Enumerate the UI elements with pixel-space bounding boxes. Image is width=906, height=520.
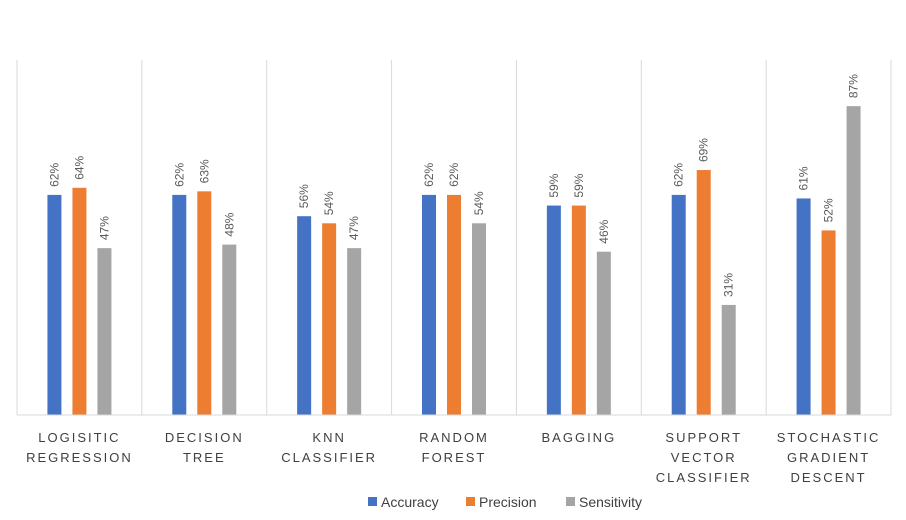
legend-swatch [466, 497, 475, 506]
data-label: 62% [422, 163, 436, 187]
data-label: 63% [197, 159, 211, 183]
data-label: 62% [447, 163, 461, 187]
data-label: 62% [172, 163, 186, 187]
bar-accuracy [546, 205, 561, 415]
legend-label: Sensitivity [579, 494, 642, 510]
bar-precision [197, 191, 212, 415]
data-label: 69% [697, 138, 711, 162]
category-label: SUPPORT VECTOR CLASSIFIER [656, 430, 752, 485]
bar-precision [696, 170, 711, 415]
bar-precision [821, 230, 836, 415]
data-label: 64% [72, 155, 86, 179]
data-label: 48% [222, 212, 236, 236]
legend-label: Precision [479, 494, 537, 510]
legend-label: Accuracy [381, 494, 439, 510]
bar-accuracy [422, 194, 436, 415]
bar-precision [322, 223, 337, 415]
data-label: 54% [472, 191, 486, 215]
category-label: KNN CLASSIFIER [281, 430, 377, 465]
bar-sensitivity [721, 304, 736, 415]
bar-sensitivity [97, 248, 112, 415]
bar-accuracy [671, 194, 686, 415]
data-labels: 62% 64% 47% 62% 63% 48% 56% 54% 47% 62% 62% 54% 59% 5… [47, 74, 860, 297]
data-label: 47% [347, 216, 361, 240]
bar-precision [571, 205, 586, 415]
data-label: 61% [797, 166, 811, 190]
data-label: 54% [322, 191, 336, 215]
category-label: STOCHASTIC GRADIENT DESCENT [777, 430, 881, 485]
data-label: 59% [547, 173, 561, 197]
legend: Accuracy Precision Sensitivity [368, 494, 642, 510]
bar-sensitivity [596, 251, 611, 415]
data-label: 87% [847, 74, 861, 98]
category-label: DECISION TREE [165, 430, 244, 465]
bar-accuracy [297, 216, 312, 415]
category-label: RANDOM FOREST [419, 430, 489, 465]
category-label: LOGISITIC REGRESSION [26, 430, 133, 465]
category-label: BAGGING [542, 430, 617, 445]
data-label: 59% [572, 173, 586, 197]
data-label: 46% [597, 219, 611, 243]
bar-precision [447, 194, 461, 415]
data-label: 56% [297, 184, 311, 208]
bar-sensitivity [347, 248, 362, 415]
data-label: 31% [722, 273, 736, 297]
legend-swatch [368, 497, 377, 506]
bar-sensitivity [472, 223, 486, 415]
bars [47, 106, 861, 416]
category-gridlines [16, 60, 892, 415]
data-label: 47% [97, 216, 111, 240]
bar-accuracy [172, 194, 187, 415]
bar-accuracy [796, 198, 811, 415]
legend-swatch [566, 497, 575, 506]
data-label: 52% [822, 198, 836, 222]
bar-accuracy [47, 194, 62, 415]
bar-sensitivity [222, 244, 237, 415]
bar-sensitivity [846, 106, 861, 416]
category-labels: LOGISITIC REGRESSION DECISION TREE KNN CLASSI… [26, 430, 881, 485]
bar-precision [72, 187, 87, 415]
data-label: 62% [672, 163, 686, 187]
data-label: 62% [47, 163, 61, 187]
